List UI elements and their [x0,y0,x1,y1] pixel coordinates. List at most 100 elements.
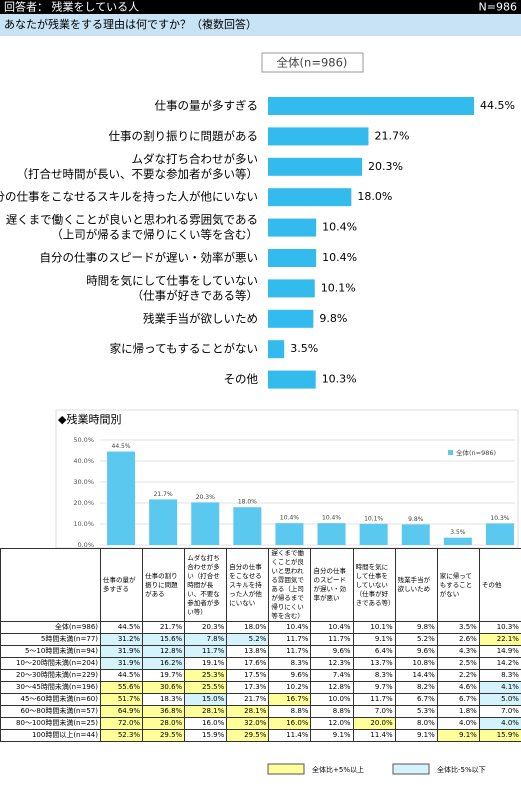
question: あなたが残業をする理由は何ですか？（複数回答） [4,17,257,31]
column-header: 仕事の量が多すぎる [99,548,144,622]
table-cell: 15.9% [478,729,521,742]
value-label: 3.5% [290,342,318,355]
table-cell: 9.6% [310,645,354,658]
value-label: 21.7% [374,129,409,142]
value-label: 21.7% [154,491,173,498]
table-cell: 20.0% [352,717,396,730]
row-label: 100時間以上(n=44) [0,729,101,742]
table-cell: 4.1% [478,681,521,694]
category-label: 自分の仕事をこなせるスキルを持った人が他にいない [0,190,258,204]
table-cell: 8.3% [478,669,521,682]
chart-title: 全体(n=986) [277,56,348,70]
table-cell: 5.0% [478,693,521,706]
column-header: ムダな打ち合わせが多い（打合せ時間が長い、不要な参加者が多い等） [184,548,228,622]
category-label: 家に帰ってもすることがない [110,342,258,356]
table-cell: 7.0% [478,705,521,718]
table-cell: 11.7% [268,645,312,658]
row-label: 30～45時間未満(n=196) [0,681,101,694]
table-cell: 9.1% [352,633,396,646]
section-title: ◆残業時間別 [58,412,121,426]
table-cell: 16.2% [142,657,186,670]
table-cell: 12.0% [310,717,354,730]
table-cell: 17.6% [226,657,270,670]
table-cell: 44.5% [99,669,144,682]
table-cell: 21.7% [142,621,186,634]
table-row: 10～20時間未満(n=204) 31.9% 16.2% 19.1% 17.6% 8.3%… [0,657,521,670]
category-label: 残業手当が欲しいため [143,311,258,325]
table-cell: 10.2% [268,681,312,694]
table-cell: 13.8% [226,645,270,658]
table-cell: 32.0% [226,717,270,730]
value-label: 20.3% [368,160,403,173]
table-cell: 7.0% [352,705,396,718]
bar [275,523,304,545]
table-cell: 15.0% [184,693,228,706]
table-row: 全体(n=986) 44.5% 21.7% 20.3% 18.0% 10.4% 10.4% 1… [0,621,521,634]
y-tick-label: 10.0% [73,520,94,528]
table-cell: 20.3% [184,621,228,634]
table-cell: 12.8% [310,681,354,694]
category-label: （打合せ時間が長い、不要な参加者が多い等） [17,167,259,181]
table-cell: 14.9% [478,645,521,658]
row-label: 全体(n=986) [0,621,101,634]
table-cell: 18.0% [226,621,270,634]
table-cell: 3.5% [436,621,480,634]
column-header: その他 [478,548,521,622]
bar [268,370,316,389]
row-label: 45～60時間未満(n=60) [0,693,101,706]
corner-cell [0,548,101,622]
bar [359,523,388,545]
value-label: 10.4% [322,251,357,264]
table-cell: 14.2% [478,657,521,670]
table-row: 100時間以上(n=44) 52.3% 29.5% 15.9% 29.5% 11.4% 9.… [0,729,521,742]
table-cell: 25.3% [184,669,228,682]
table-cell: 19.7% [142,669,186,682]
category-label: 遅くまで働くことが良いと思われる雰囲気である [6,213,258,227]
table-cell: 4.6% [436,681,480,694]
bar [485,523,514,545]
header-row: 仕事の量が多すぎる 仕事の割り振りに問題がある ムダな打ち合わせが多い（打合せ時間が… [0,548,521,622]
sample-size: N=986 [479,1,517,14]
table-cell: 9.8% [394,621,438,634]
row-label: 80～100時間未満(n=25) [0,717,101,730]
table-row: 45～60時間未満(n=60) 51.7% 18.3% 15.0% 21.7% 16.7%… [0,693,521,706]
data-table: 仕事の量が多すぎる 仕事の割り振りに問題がある ムダな打ち合わせが多い（打合せ時間が… [0,548,521,742]
table-cell: 29.5% [226,729,270,742]
table-cell: 4.0% [436,717,480,730]
value-label: 20.3% [196,494,215,501]
table-row: 30～45時間未満(n=196) 55.6% 30.6% 25.5% 17.3% 10.2… [0,681,521,694]
table-cell: 31.9% [99,645,144,658]
table-cell: 1.8% [436,705,480,718]
bar [107,451,136,545]
table-cell: 36.8% [142,705,186,718]
table-cell: 16.0% [184,717,228,730]
table-cell: 10.0% [310,693,354,706]
value-label: 44.5% [112,443,131,450]
bar [317,523,346,545]
value-label: 9.8% [408,516,424,523]
row-label: 20～30時間未満(n=229) [0,669,101,682]
table-cell: 9.7% [352,681,396,694]
category-label: 自分の仕事のスピードが遅い・効率が悪い [40,251,259,265]
table-cell: 19.1% [184,657,228,670]
value-label: 44.5% [480,99,515,112]
table-cell: 44.5% [99,621,144,634]
y-tick-label: 0.0% [77,541,94,549]
category-label: （仕事が好きである等） [132,288,258,302]
table-cell: 14.4% [394,669,438,682]
table-cell: 8.0% [394,717,438,730]
row-label: 5時間未満(n=77) [0,633,101,646]
legend-low-swatch [392,763,430,775]
respondents: 回答者： 残業をしている人 [4,0,139,14]
table-cell: 2.2% [436,669,480,682]
y-tick-label: 40.0% [73,457,94,465]
table-cell: 72.0% [99,717,144,730]
y-tick-label: 50.0% [73,436,94,444]
category-label: 仕事の割り振りに問題がある [109,129,259,143]
table-cell: 31.9% [99,657,144,670]
table-cell: 64.9% [99,705,144,718]
category-label: 仕事の量が多すぎる [155,99,259,113]
table-cell: 11.7% [184,645,228,658]
table-cell: 8.2% [394,681,438,694]
table-cell: 8.8% [310,705,354,718]
